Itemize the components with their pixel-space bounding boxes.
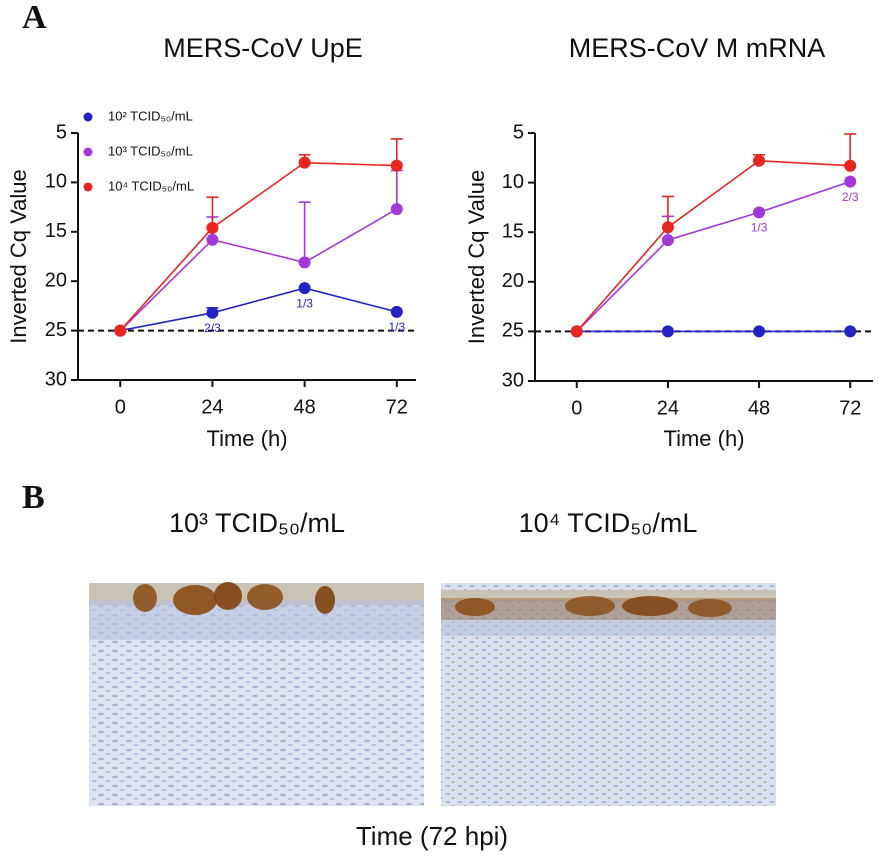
x-tick-label: 48 (293, 396, 315, 418)
x-tick-label: 0 (571, 397, 582, 419)
image-caption: Time (72 hpi) (356, 821, 508, 851)
point-label: 1/3 (751, 221, 768, 235)
y-tick-label: 10 (502, 171, 524, 193)
data-point (844, 159, 857, 172)
panel-label: A (22, 0, 47, 36)
legend-label: 10³ TCID₅₀/mL (108, 143, 193, 158)
data-point (661, 221, 674, 234)
image-title: 10³ TCID₅₀/mL (169, 508, 345, 538)
y-tick-label: 20 (45, 269, 67, 291)
y-tick-label: 10 (45, 171, 67, 193)
x-tick-label: 24 (201, 396, 223, 418)
data-point (390, 203, 403, 216)
y-tick-label: 30 (45, 368, 67, 390)
series-line (120, 287, 397, 332)
legend-label: 10⁴ TCID₅₀/mL (108, 178, 194, 193)
data-point (390, 159, 403, 172)
x-tick-label: 72 (839, 397, 861, 419)
data-point (753, 206, 766, 219)
x-tick-label: 24 (657, 397, 679, 419)
legend-marker (83, 182, 93, 192)
micrograph (89, 582, 424, 806)
series-line (119, 208, 398, 332)
legend-marker (83, 112, 93, 122)
data-point (298, 256, 311, 269)
y-tick-label: 20 (502, 270, 524, 292)
panel-label: B (22, 479, 45, 516)
point-label: 1/3 (388, 320, 405, 334)
data-point (206, 306, 219, 319)
chart-title: MERS-CoV UpE (163, 33, 363, 63)
series-line (576, 159, 851, 332)
y-tick-label: 5 (513, 121, 524, 143)
x-axis-label: Time (h) (663, 426, 744, 451)
y-tick-label: 30 (502, 369, 524, 391)
data-point (570, 325, 583, 338)
series-line (119, 161, 397, 332)
image-title: 10⁴ TCID₅₀/mL (519, 508, 698, 538)
x-tick-label: 48 (748, 397, 770, 419)
data-point (298, 282, 311, 295)
y-tick-label: 15 (45, 220, 67, 242)
micrograph (441, 583, 776, 806)
point-label: 2/3 (842, 190, 859, 204)
x-tick-label: 72 (386, 396, 408, 418)
series-line (576, 180, 851, 332)
legend-label: 10² TCID₅₀/mL (108, 108, 193, 123)
data-point (661, 325, 674, 338)
y-tick-label: 25 (45, 319, 67, 341)
data-point (844, 325, 857, 338)
data-point (298, 156, 311, 169)
y-axis-label: Inverted Cq Value (6, 169, 31, 343)
y-tick-label: 25 (502, 320, 524, 342)
point-label: 2/3 (204, 321, 221, 335)
x-axis-label: Time (h) (206, 426, 287, 451)
data-point (844, 175, 857, 188)
chart-title: MERS-CoV M mRNA (569, 33, 826, 63)
data-point (206, 233, 219, 246)
data-point (390, 305, 403, 318)
y-tick-label: 15 (502, 220, 524, 242)
data-point (206, 221, 219, 234)
y-axis-label: Inverted Cq Value (464, 170, 489, 344)
data-point (114, 324, 127, 337)
x-tick-label: 0 (115, 396, 126, 418)
legend-marker (83, 147, 93, 157)
data-point (753, 325, 766, 338)
data-point (661, 234, 674, 247)
data-point (753, 154, 766, 167)
y-tick-label: 5 (56, 121, 67, 143)
point-label: 1/3 (296, 296, 313, 310)
